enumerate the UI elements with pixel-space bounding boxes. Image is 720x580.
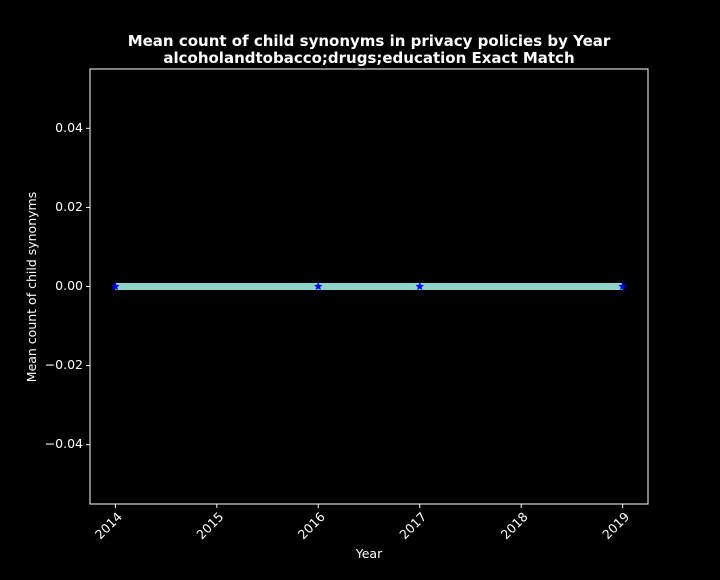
y-tick-label: 0.04 <box>55 120 83 135</box>
data-point-marker <box>110 281 120 291</box>
y-tick-label: 0.00 <box>55 278 83 293</box>
x-axis-label: Year <box>355 546 383 561</box>
x-tick-label: 2016 <box>295 509 328 542</box>
x-tick-label: 2017 <box>396 509 429 542</box>
x-tick-label: 2015 <box>193 509 226 542</box>
y-tick-label: −0.02 <box>45 357 83 372</box>
plot-area: 2014 2015 2016 2017 2018 2019 −0.04 −0.02 0.00 0.… <box>45 68 649 542</box>
x-tick-label: 2019 <box>599 509 632 542</box>
y-tick-label: −0.04 <box>45 436 83 451</box>
data-point-marker <box>415 281 425 291</box>
data-point-marker <box>313 281 323 291</box>
chart-title-line-2: alcoholandtobacco;drugs;education Exact … <box>163 49 574 67</box>
chart-title-line-1: Mean count of child synonyms in privacy … <box>128 32 611 50</box>
y-axis-label: Mean count of child synonyms <box>24 192 39 382</box>
y-tick-label: 0.02 <box>55 199 83 214</box>
x-tick-label: 2018 <box>498 509 531 542</box>
x-tick-label: 2014 <box>92 509 125 542</box>
data-point-marker <box>618 281 628 291</box>
